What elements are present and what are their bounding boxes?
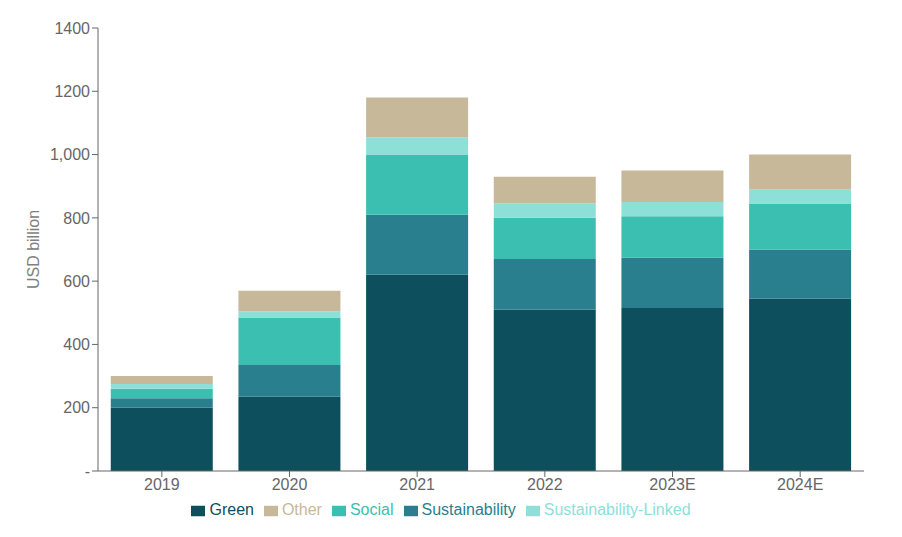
svg-text:2023E: 2023E bbox=[649, 476, 695, 493]
svg-text:1200: 1200 bbox=[54, 83, 90, 100]
svg-text:2021: 2021 bbox=[399, 476, 435, 493]
html-text:Social: Social bbox=[349, 501, 394, 518]
svg-text:2024E: 2024E bbox=[777, 476, 823, 493]
svg-text:2022: 2022 bbox=[527, 476, 563, 493]
svg-text:2019: 2019 bbox=[144, 476, 180, 493]
svg-text:800: 800 bbox=[63, 210, 90, 227]
html-text:Other: Other bbox=[281, 501, 322, 518]
html-text:Green: Green bbox=[209, 501, 254, 518]
svg-text:200: 200 bbox=[63, 399, 90, 416]
svg-text:2020: 2020 bbox=[272, 476, 308, 493]
html-text:Sustainability-Linked: Sustainability-Linked bbox=[543, 501, 691, 518]
svg-text:600: 600 bbox=[63, 273, 90, 290]
svg-text:-: - bbox=[85, 463, 90, 480]
svg-text:400: 400 bbox=[63, 336, 90, 353]
html-text:Sustainability: Sustainability bbox=[421, 501, 516, 518]
svg-text:1,000: 1,000 bbox=[50, 146, 90, 163]
svg-text:1400: 1400 bbox=[54, 20, 90, 37]
svg-text:USD billion: USD billion bbox=[25, 210, 42, 289]
